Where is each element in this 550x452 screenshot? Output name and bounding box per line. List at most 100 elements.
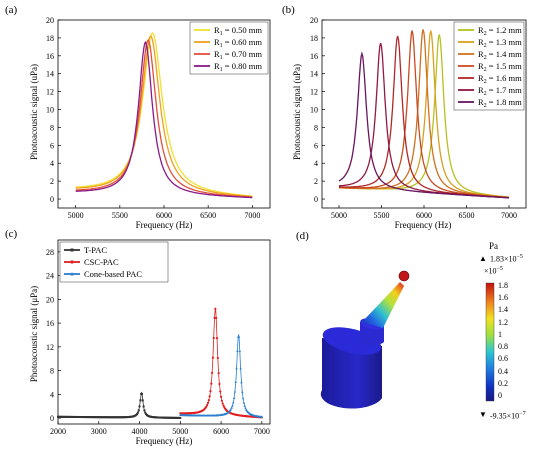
colorbar [485,282,495,402]
series-point-c-1 [211,356,215,359]
series-point-c-0 [141,399,144,402]
legend-label-c-0: T-PAC [84,245,107,255]
y-tick-label-a: 0 [50,195,54,204]
y-tick-label-b: 8 [314,123,318,132]
chart-panel-c: Photoacoustic signal (μPa) Frequency (Hz… [29,239,271,446]
x-tick-label-a: 6500 [200,211,216,220]
legend-marker-c-0 [70,248,74,252]
series-point-c-1 [218,382,221,386]
series-point-c-2 [233,390,237,393]
colorbar-tick-label: 0.6 [498,354,508,364]
y-tick-label-b: 20 [310,16,318,25]
y-tick-label-c: 4 [50,390,54,399]
legend-label-a-2: R1 = 0.70 mm [214,49,262,61]
series-point-c-2 [236,349,239,353]
series-point-c-1 [212,336,215,340]
x-tick-label-b: 6000 [416,211,432,220]
legend-label-c-2: Cone-based PAC [84,269,142,279]
legend-label-b-0: R2 = 1.2 mm [478,25,522,37]
y-tick-label-c: 12 [46,343,54,352]
y-tick-label-a: 14 [46,70,54,79]
min-value-exponent: −7 [519,411,526,417]
x-axis-label-c: Frequency (Hz) [136,436,193,446]
x-tick-label-c: 3000 [91,427,107,436]
cone-model [362,282,404,328]
series-point-c-2 [242,401,246,404]
series-point-c-1 [210,382,213,385]
series-point-c-2 [231,404,234,407]
series-point-c-2 [230,406,233,409]
y-tick-label-b: 2 [314,177,318,186]
y-tick-label-c: 28 [46,248,54,257]
series-point-c-2 [241,396,245,400]
series-point-c-2 [243,404,246,407]
min-value-mantissa: -9.35×10 [490,411,520,421]
panel-label-c: (c) [5,228,18,240]
series-point-c-1 [207,398,210,402]
max-value-exponent: −5 [516,254,523,260]
panel-label-a: (a) [5,4,18,16]
y-axis-label-c: Photoacoustic signal (μPa) [29,286,39,382]
series-point-c-1 [206,403,209,407]
chart-panel-b: Photoacoustic signal (uPa) Frequency (Hz… [292,16,527,230]
series-point-c-2 [232,401,235,404]
max-value: 1.83×10−5 [490,254,523,264]
y-tick-label-c: 24 [46,272,54,281]
series-point-c-2 [229,408,233,411]
colorbar-tick-label: 0.4 [498,366,508,376]
series-point-c-1 [219,390,222,393]
y-tick-label-c: 20 [46,295,54,304]
cylinder-model [320,318,384,409]
plot-frame-c [57,239,271,425]
series-point-c-0 [142,405,145,408]
series-point-c-2 [260,415,264,418]
x-tick-label-b: 5500 [374,211,390,220]
series-point-c-1 [213,316,216,319]
series-point-c-2 [232,396,236,399]
x-tick-label-c: 4000 [132,427,148,436]
colorbar-tick-label: 1.4 [498,305,508,315]
colorbar-multiplier: ×10−5 [484,266,503,276]
y-tick-label-b: 18 [310,34,318,43]
min-marker-icon: ▼ [479,410,487,419]
panel-label-b: (b) [282,4,295,16]
series-point-c-2 [235,366,238,370]
series-point-c-0 [136,411,139,414]
series-point-c-1 [215,337,219,340]
y-tick-label-a: 4 [50,159,54,168]
colorbar-tick-label: 0.8 [498,342,508,352]
legend-label-b-4: R2 = 1.6 mm [478,73,522,85]
series-line-a-3 [75,40,253,199]
legend-label-b-6: R2 = 1.8 mm [478,97,522,109]
legend-label-b-1: R2 = 1.3 mm [478,37,522,49]
series-point-c-0 [144,411,147,414]
series-point-c-0 [179,416,182,419]
legend-label-a-0: R1 = 0.50 mm [214,25,262,37]
multiplier-exponent: −5 [496,266,503,272]
x-tick-label-b: 7000 [501,211,517,220]
max-marker-icon: ▲ [479,254,487,263]
series-point-c-1 [217,372,220,375]
series-point-c-1 [222,404,225,407]
x-tick-label-c: 2000 [50,427,66,436]
series-point-c-0 [143,409,146,412]
colorbar-tick-label: 0 [498,391,502,400]
legend-marker-c-2 [70,272,74,276]
series-line-c-2 [180,334,262,418]
y-tick-label-b: 6 [314,141,318,150]
series-point-c-1 [215,316,218,320]
colorbar-tick-label: 1.8 [498,281,508,290]
series-point-c-2 [244,406,247,410]
series-point-c-2 [240,380,243,384]
series-point-c-1 [214,307,217,310]
series-point-c-1 [216,356,219,360]
legend-label-a-3: R1 = 0.80 mm [214,61,262,73]
legend-marker-c-1 [70,260,74,264]
y-tick-label-a: 10 [46,106,54,115]
series-point-c-0 [139,399,142,402]
y-tick-label-c: 0 [50,414,54,423]
y-axis-label-a: Photoacoustic signal (uPa) [29,64,39,160]
cone-tip [398,270,410,282]
y-tick-label-a: 2 [50,177,54,186]
